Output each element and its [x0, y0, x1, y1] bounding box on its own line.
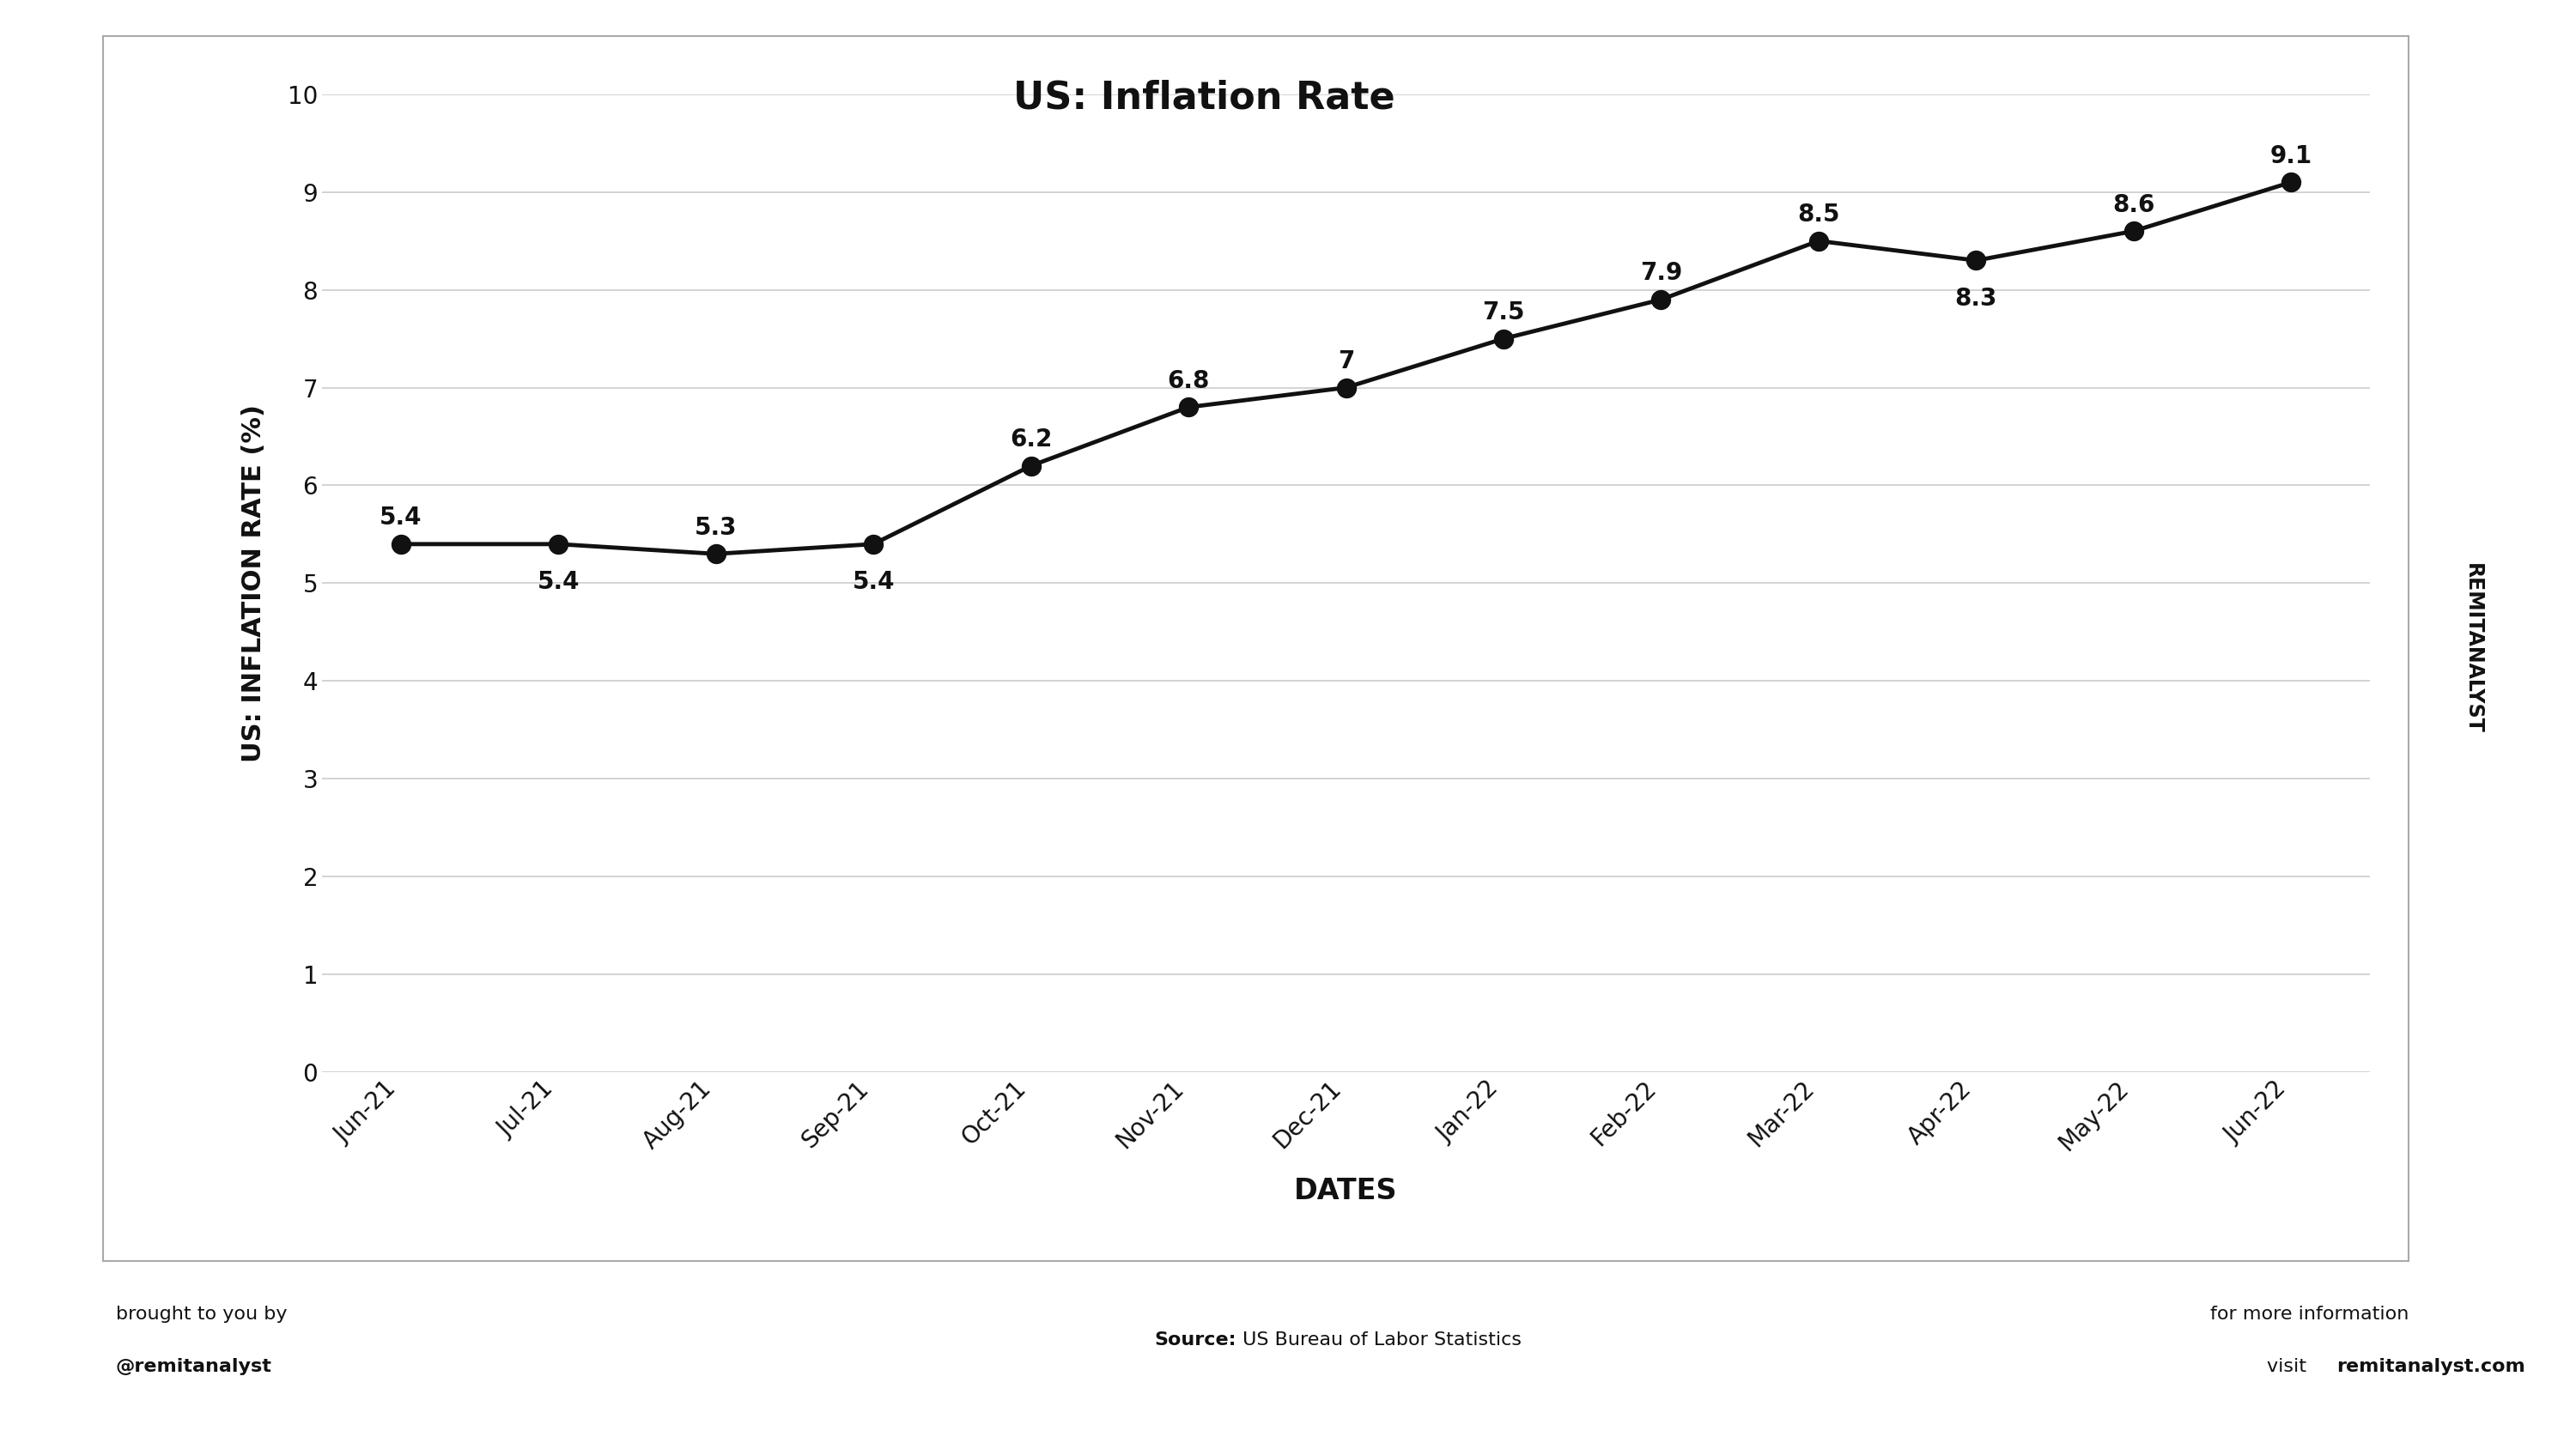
Text: 5.4: 5.4 — [536, 571, 580, 594]
Text: @remitanalyst: @remitanalyst — [116, 1358, 273, 1375]
Text: for more information: for more information — [2210, 1306, 2409, 1323]
X-axis label: DATES: DATES — [1293, 1177, 1399, 1206]
Point — [2112, 219, 2154, 242]
Point — [538, 532, 580, 555]
Point — [381, 532, 422, 555]
Text: US Bureau of Labor Statistics: US Bureau of Labor Statistics — [1236, 1332, 1522, 1349]
Text: 5.4: 5.4 — [379, 506, 422, 530]
Text: 5.3: 5.3 — [696, 516, 737, 539]
Text: 6.8: 6.8 — [1167, 369, 1211, 393]
Point — [1641, 288, 1682, 312]
Point — [1798, 229, 1839, 252]
Text: 7.9: 7.9 — [1641, 261, 1682, 285]
Text: 8.3: 8.3 — [1955, 287, 1996, 310]
Text: 8.5: 8.5 — [1798, 203, 1839, 226]
Point — [1010, 455, 1051, 478]
Text: visit: visit — [2267, 1358, 2313, 1375]
Text: REMITANALYST: REMITANALYST — [2463, 564, 2483, 733]
Point — [1167, 396, 1208, 419]
Text: 6.2: 6.2 — [1010, 427, 1051, 452]
Text: US: Inflation Rate: US: Inflation Rate — [1012, 80, 1396, 116]
Text: 7: 7 — [1337, 349, 1355, 374]
Point — [696, 542, 737, 565]
Text: Source:: Source: — [1154, 1332, 1236, 1349]
Text: 9.1: 9.1 — [2269, 143, 2313, 168]
Point — [1484, 327, 1525, 351]
Y-axis label: US: INFLATION RATE (%): US: INFLATION RATE (%) — [242, 404, 265, 762]
Text: remitanalyst.com: remitanalyst.com — [2336, 1358, 2524, 1375]
Point — [1955, 249, 1996, 272]
Point — [853, 532, 894, 555]
Point — [2269, 171, 2311, 194]
Text: brought to you by: brought to you by — [116, 1306, 289, 1323]
Text: 8.6: 8.6 — [2112, 193, 2154, 217]
Text: 5.4: 5.4 — [853, 571, 894, 594]
Point — [1327, 375, 1368, 398]
Text: 7.5: 7.5 — [1481, 300, 1525, 325]
